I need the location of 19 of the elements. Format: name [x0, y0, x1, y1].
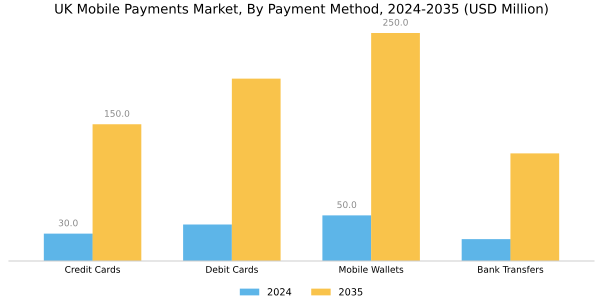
x-tick-label: Bank Transfers — [478, 266, 544, 273]
data-label: 150.0 — [105, 110, 130, 117]
legend-label: 2035 — [339, 288, 362, 296]
legend-label: 2024 — [268, 288, 292, 296]
bar — [44, 234, 93, 261]
bar — [322, 215, 372, 261]
bar — [232, 78, 281, 261]
bar — [371, 33, 420, 261]
data-label: 250.0 — [383, 18, 408, 26]
bar — [462, 239, 510, 261]
x-tick-label: Credit Cards — [65, 266, 120, 273]
data-label: 50.0 — [337, 201, 356, 208]
bar — [92, 124, 142, 261]
chart-title: UK Mobile Payments Market, By Payment Method, 2024-2035 (USD Million) — [55, 4, 548, 16]
x-tick-label: Mobile Wallets — [339, 266, 404, 273]
bar — [183, 224, 232, 261]
data-label: 30.0 — [58, 220, 78, 226]
bar — [510, 153, 560, 261]
x-tick-label: Debit Cards — [206, 266, 258, 273]
